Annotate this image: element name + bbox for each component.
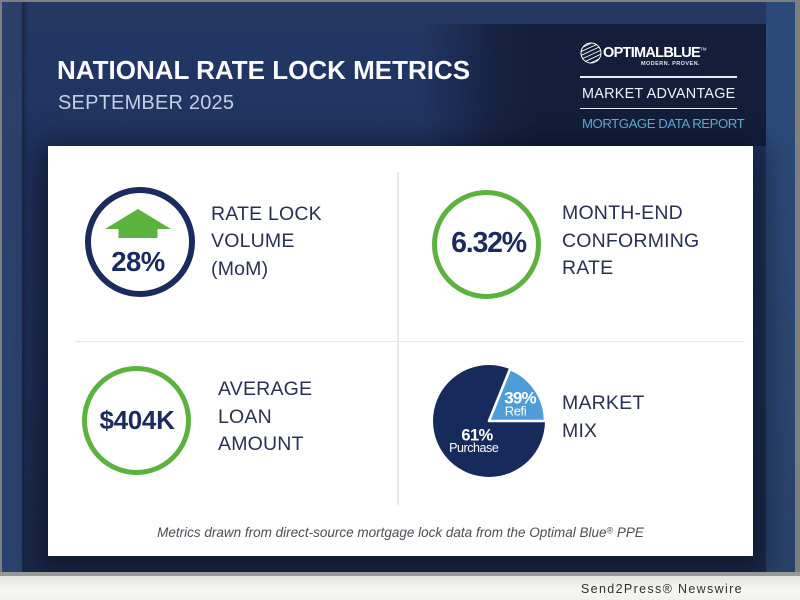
- svg-text:61%: 61%: [461, 427, 493, 445]
- svg-text:Refi: Refi: [505, 403, 527, 418]
- svg-text:Purchase: Purchase: [449, 441, 499, 455]
- svg-text:39%: 39%: [504, 388, 536, 407]
